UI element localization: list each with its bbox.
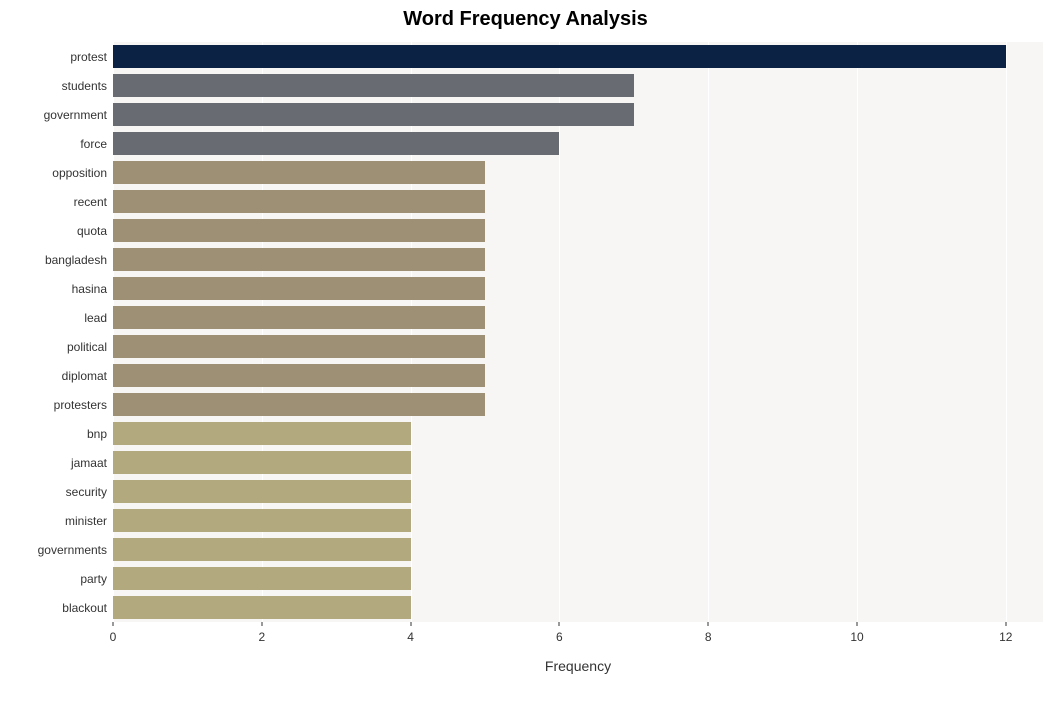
bar-row bbox=[113, 248, 1043, 271]
bar bbox=[113, 161, 485, 184]
bar-row bbox=[113, 219, 1043, 242]
bar-row bbox=[113, 596, 1043, 619]
x-tick-label: 4 bbox=[407, 622, 414, 644]
bar bbox=[113, 480, 411, 503]
y-tick-label: students bbox=[62, 79, 113, 93]
bar bbox=[113, 132, 559, 155]
y-tick-label: opposition bbox=[52, 166, 113, 180]
bar-row bbox=[113, 277, 1043, 300]
y-tick-label: bangladesh bbox=[45, 253, 113, 267]
bar bbox=[113, 103, 634, 126]
y-tick-label: jamaat bbox=[71, 456, 113, 470]
x-tick-label: 0 bbox=[110, 622, 117, 644]
bar-row bbox=[113, 190, 1043, 213]
y-tick-label: lead bbox=[84, 311, 113, 325]
bar-row bbox=[113, 364, 1043, 387]
bar bbox=[113, 451, 411, 474]
y-tick-label: governments bbox=[38, 543, 113, 557]
x-axis-label: Frequency bbox=[545, 658, 611, 674]
bar bbox=[113, 567, 411, 590]
bar-row bbox=[113, 74, 1043, 97]
bar-row bbox=[113, 538, 1043, 561]
x-tick-label: 12 bbox=[999, 622, 1012, 644]
bar-row bbox=[113, 306, 1043, 329]
y-tick-label: protest bbox=[70, 50, 113, 64]
bar-row bbox=[113, 45, 1043, 68]
bar bbox=[113, 277, 485, 300]
y-tick-label: quota bbox=[77, 224, 113, 238]
bar bbox=[113, 190, 485, 213]
y-tick-label: party bbox=[80, 572, 113, 586]
x-tick-label: 2 bbox=[258, 622, 265, 644]
bar-row bbox=[113, 393, 1043, 416]
bar bbox=[113, 393, 485, 416]
bar bbox=[113, 248, 485, 271]
x-tick-label: 10 bbox=[850, 622, 863, 644]
y-tick-label: recent bbox=[74, 195, 113, 209]
bar bbox=[113, 422, 411, 445]
bar-row bbox=[113, 509, 1043, 532]
bar bbox=[113, 364, 485, 387]
bar bbox=[113, 45, 1006, 68]
chart-container: Word Frequency Analysis proteststudentsg… bbox=[0, 0, 1051, 701]
bar-row bbox=[113, 422, 1043, 445]
x-tick-label: 6 bbox=[556, 622, 563, 644]
y-tick-label: hasina bbox=[72, 282, 113, 296]
bar bbox=[113, 538, 411, 561]
bar bbox=[113, 596, 411, 619]
bar-row bbox=[113, 132, 1043, 155]
bar bbox=[113, 74, 634, 97]
y-tick-label: government bbox=[44, 108, 113, 122]
y-tick-label: blackout bbox=[62, 601, 113, 615]
y-tick-label: minister bbox=[65, 514, 113, 528]
y-tick-label: diplomat bbox=[62, 369, 113, 383]
bar-row bbox=[113, 480, 1043, 503]
y-tick-label: security bbox=[66, 485, 113, 499]
x-tick-label: 8 bbox=[705, 622, 712, 644]
bars-layer bbox=[113, 42, 1043, 622]
bar-row bbox=[113, 161, 1043, 184]
bar-row bbox=[113, 451, 1043, 474]
bar bbox=[113, 219, 485, 242]
bar bbox=[113, 509, 411, 532]
y-tick-label: political bbox=[67, 340, 113, 354]
plot-area: proteststudentsgovernmentforceopposition… bbox=[113, 42, 1043, 622]
bar-row bbox=[113, 103, 1043, 126]
y-tick-label: bnp bbox=[87, 427, 113, 441]
bar bbox=[113, 335, 485, 358]
bar-row bbox=[113, 335, 1043, 358]
bar bbox=[113, 306, 485, 329]
chart-title: Word Frequency Analysis bbox=[0, 8, 1051, 31]
bar-row bbox=[113, 567, 1043, 590]
y-tick-label: protesters bbox=[54, 398, 113, 412]
y-tick-label: force bbox=[80, 137, 113, 151]
